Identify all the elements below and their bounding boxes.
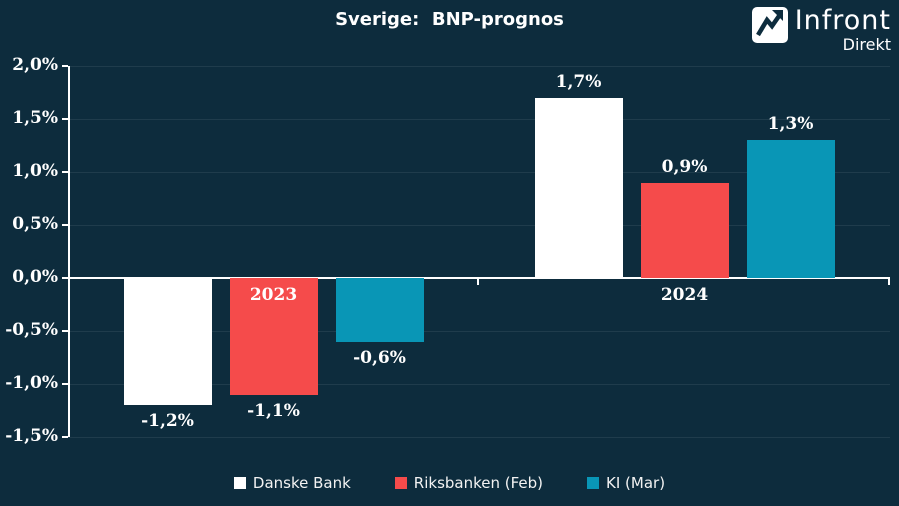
- zero-axis-line: [68, 277, 890, 279]
- gridline: [68, 384, 890, 385]
- y-axis-tick: [62, 118, 68, 120]
- bar-value-label: 1,3%: [767, 114, 814, 135]
- gridline: [68, 225, 890, 226]
- bar-ki-mar--2024: [746, 140, 835, 278]
- legend-item-riksbanken-feb-: Riksbanken (Feb): [394, 474, 544, 492]
- bar-riksbanken-feb--2023: [229, 278, 318, 395]
- y-axis-label: -0,5%: [5, 320, 58, 340]
- gridline: [68, 437, 890, 438]
- y-axis-label: -1,0%: [5, 373, 58, 393]
- legend-swatch: [587, 477, 600, 489]
- bar-value-label: -1,2%: [141, 411, 194, 432]
- category-label-2023: 2023: [249, 285, 298, 305]
- category-axis-tick: [477, 278, 479, 285]
- y-axis-tick: [62, 383, 68, 385]
- bar-riksbanken-feb--2024: [640, 182, 729, 278]
- y-axis-label: 1,5%: [12, 108, 58, 128]
- bar-danske-bank-2024: [534, 97, 623, 278]
- gridline: [68, 119, 890, 120]
- bar-value-label: 0,9%: [661, 156, 708, 177]
- y-axis-tick: [62, 436, 68, 438]
- legend-label: KI (Mar): [606, 474, 666, 492]
- legend-label: Riksbanken (Feb): [413, 474, 544, 492]
- infront-chart-arrow-icon: [751, 6, 789, 48]
- legend-swatch: [394, 477, 407, 489]
- chart-title: Sverige: BNP-prognos: [335, 9, 564, 30]
- y-axis-tick: [62, 330, 68, 332]
- logo-brand-text: Infront: [794, 5, 891, 36]
- y-axis-label: 0,5%: [12, 214, 58, 234]
- y-axis-label: 0,0%: [12, 267, 58, 287]
- y-axis-tick: [62, 277, 68, 279]
- gridline: [68, 172, 890, 173]
- gridline: [68, 331, 890, 332]
- y-axis-label: -1,5%: [5, 426, 58, 446]
- bar-value-label: 1,7%: [555, 71, 602, 92]
- legend-item-ki-mar-: KI (Mar): [587, 474, 665, 492]
- category-label-2024: 2024: [660, 285, 709, 305]
- y-axis-tick: [62, 171, 68, 173]
- bar-value-label: -0,6%: [353, 347, 406, 368]
- infront-direkt-logo: Infront Direkt: [751, 6, 891, 54]
- y-axis-label: 1,0%: [12, 161, 58, 181]
- logo-sub-text: Direkt: [842, 35, 891, 54]
- bar-value-label: -1,1%: [247, 400, 300, 421]
- legend-item-danske-bank: Danske Bank: [233, 474, 351, 492]
- bar-danske-bank-2023: [123, 278, 212, 406]
- category-axis-tick: [888, 278, 890, 285]
- legend-swatch: [233, 477, 246, 489]
- y-axis-tick: [62, 224, 68, 226]
- bar-ki-mar--2023: [335, 278, 424, 342]
- y-axis-tick: [62, 65, 68, 67]
- legend: Danske Bank Riksbanken (Feb) KI (Mar): [0, 474, 899, 492]
- y-axis-line: [68, 66, 70, 437]
- gridline: [68, 66, 890, 67]
- y-axis-label: 2,0%: [12, 55, 58, 75]
- legend-label: Danske Bank: [252, 474, 351, 492]
